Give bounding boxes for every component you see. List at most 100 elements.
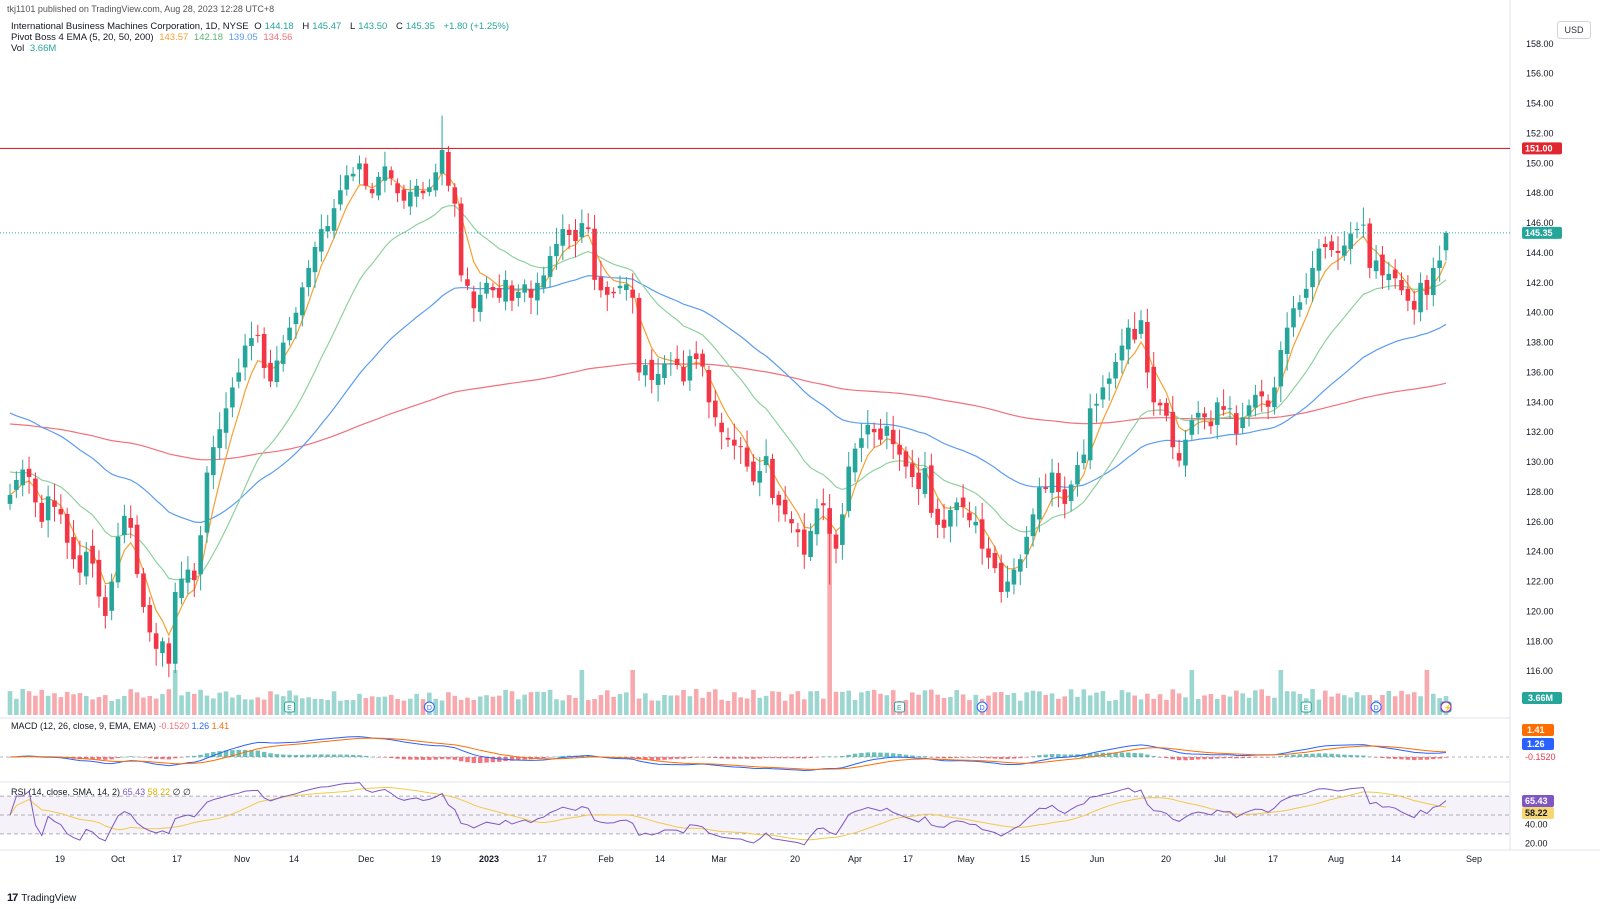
candle bbox=[1145, 322, 1150, 373]
macd-histogram-bar bbox=[751, 757, 756, 759]
volume-bar bbox=[408, 698, 413, 715]
ema-legend[interactable]: Pivot Boss 4 EMA (5, 20, 50, 200) 143.57… bbox=[11, 32, 295, 43]
candle bbox=[1348, 233, 1353, 249]
earnings-marker-label: E bbox=[287, 705, 292, 712]
candle bbox=[1386, 273, 1392, 280]
volume-bar bbox=[484, 695, 489, 715]
candle bbox=[1329, 241, 1334, 250]
candle bbox=[522, 284, 527, 293]
macd-histogram-bar bbox=[230, 750, 235, 757]
candle bbox=[109, 581, 114, 611]
candle bbox=[280, 342, 286, 364]
volume-bar bbox=[744, 698, 750, 715]
candle bbox=[1380, 254, 1385, 276]
candle bbox=[401, 189, 407, 201]
earnings-marker bbox=[1300, 701, 1312, 713]
candle bbox=[141, 573, 146, 607]
candle bbox=[903, 451, 909, 467]
candle bbox=[299, 287, 305, 316]
candle bbox=[941, 519, 947, 528]
candle bbox=[331, 208, 337, 231]
macd-histogram-bar bbox=[1278, 756, 1283, 757]
candle bbox=[592, 228, 597, 280]
macd-histogram-bar bbox=[636, 757, 642, 760]
candle bbox=[681, 366, 686, 382]
volume-bar bbox=[274, 694, 280, 715]
macd-legend[interactable]: MACD (12, 26, close, 9, EMA, EMA) -0.152… bbox=[11, 721, 229, 731]
earnings-marker bbox=[894, 701, 906, 713]
candle bbox=[535, 282, 540, 301]
macd-histogram-bar bbox=[1405, 757, 1411, 760]
candle bbox=[1062, 489, 1068, 504]
volume-bar bbox=[611, 696, 616, 715]
macd-histogram-bar bbox=[1418, 757, 1423, 760]
tradingview-footer[interactable]: 17 TradingView bbox=[7, 892, 76, 904]
rsi-legend[interactable]: RSI (14, close, SMA, 14, 2) 65.43 58.22 … bbox=[11, 787, 191, 798]
candle bbox=[427, 187, 432, 193]
macd-histogram-bar bbox=[814, 757, 820, 758]
candle bbox=[1157, 402, 1163, 406]
volume-bar bbox=[903, 700, 909, 715]
candle bbox=[369, 189, 375, 194]
candle bbox=[1138, 320, 1144, 334]
candle bbox=[986, 548, 991, 558]
candle bbox=[757, 471, 763, 483]
candle bbox=[827, 508, 832, 534]
candle bbox=[1405, 288, 1411, 301]
earnings-marker-label: E bbox=[897, 705, 902, 712]
macd-histogram-bar bbox=[1087, 753, 1093, 757]
candle bbox=[503, 279, 508, 302]
candle bbox=[1335, 250, 1341, 253]
macd-histogram-bar bbox=[916, 756, 921, 757]
volume-bar bbox=[1322, 690, 1328, 715]
time-tick-label: 14 bbox=[1391, 854, 1401, 864]
macd-histogram-bar bbox=[1443, 757, 1449, 758]
volume-bar bbox=[941, 697, 947, 715]
candle bbox=[452, 187, 458, 204]
macd-histogram-bar bbox=[738, 757, 743, 759]
volume-bar bbox=[45, 695, 51, 715]
macd-histogram-bar bbox=[884, 752, 890, 757]
volume-bar bbox=[465, 697, 470, 715]
volume-bar bbox=[1335, 693, 1341, 715]
macd-signal-value: 1.41 bbox=[211, 721, 230, 731]
macd-axis-label: -0.1520 bbox=[1525, 752, 1556, 762]
volume-bar bbox=[496, 695, 502, 715]
candle bbox=[408, 191, 413, 207]
candle bbox=[1075, 465, 1080, 485]
rsi-ma-axis-tag bbox=[1522, 807, 1554, 819]
volume-bar bbox=[369, 696, 375, 715]
macd-histogram-bar bbox=[414, 757, 419, 760]
candle bbox=[1132, 328, 1137, 340]
symbol-legend[interactable]: International Business Machines Corporat… bbox=[11, 21, 512, 32]
candle bbox=[7, 494, 13, 504]
volume-bar bbox=[1017, 700, 1023, 715]
volume-legend[interactable]: Vol 3.66M bbox=[11, 43, 59, 54]
volume-bar bbox=[223, 691, 229, 715]
candle bbox=[890, 429, 896, 445]
macd-histogram-bar bbox=[1253, 757, 1258, 758]
macd-histogram-bar bbox=[986, 757, 991, 759]
volume-bar bbox=[160, 694, 165, 715]
macd-histogram-bar bbox=[992, 757, 998, 759]
macd-histogram-bar bbox=[1412, 757, 1417, 761]
macd-histogram-bar bbox=[1068, 754, 1074, 757]
macd-histogram-bar bbox=[1392, 757, 1398, 759]
candle bbox=[90, 545, 95, 564]
volume-bar bbox=[1170, 689, 1176, 715]
macd-histogram-bar bbox=[1202, 757, 1207, 760]
volume-bar bbox=[1227, 696, 1233, 715]
volume-bar bbox=[198, 689, 203, 715]
candle bbox=[420, 190, 426, 194]
volume-bar bbox=[700, 697, 705, 715]
volume-bar bbox=[1113, 700, 1118, 715]
macd-histogram-bar bbox=[7, 757, 13, 758]
candle bbox=[128, 517, 134, 528]
currency-button[interactable]: USD bbox=[1557, 21, 1591, 39]
volume-bar bbox=[1024, 692, 1029, 715]
candle bbox=[643, 365, 648, 376]
candle bbox=[770, 458, 775, 498]
time-tick-label: Apr bbox=[848, 854, 862, 864]
candle bbox=[204, 472, 210, 533]
